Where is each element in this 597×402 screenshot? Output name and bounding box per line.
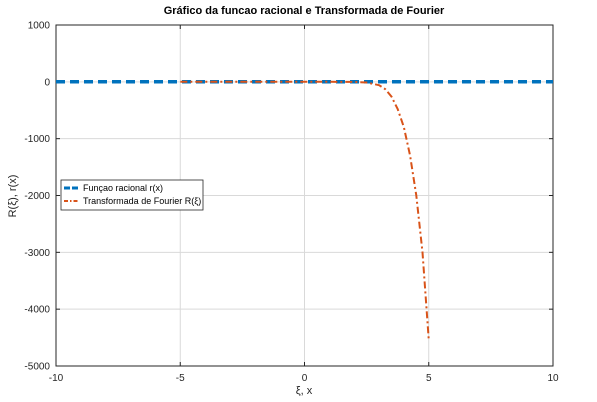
chart-title: Gráfico da funcao racional e Transformad… — [164, 5, 445, 17]
x-tick-label: -10 — [49, 373, 64, 384]
y-tick-label: 0 — [44, 77, 50, 88]
y-axis-label: R(ξ), r(x) — [7, 175, 19, 218]
x-tick-label: 10 — [547, 373, 559, 384]
series-line-1 — [180, 80, 430, 341]
legend-box — [60, 179, 204, 211]
legend-label-transformada-fourier: Transformada de Fourier R(ξ) — [83, 196, 201, 206]
y-tick-label: -4000 — [24, 305, 50, 316]
x-tick-label: 5 — [426, 373, 432, 384]
x-tick-label: -5 — [176, 373, 185, 384]
y-tick-label: 1000 — [28, 21, 51, 32]
y-tick-label: -2000 — [24, 191, 50, 202]
axis-ticks: -10 -5 0 5 10 1000 0 -1000 -2000 -3000 -4000 -5000 — [24, 21, 559, 385]
series-lines — [56, 80, 553, 341]
x-tick-label: 0 — [302, 373, 308, 384]
y-tick-label: -3000 — [24, 248, 50, 259]
y-tick-label: -5000 — [24, 362, 50, 373]
legend: Funçao racional r(x) Transformada de Fou… — [60, 179, 204, 211]
y-tick-label: -1000 — [24, 134, 50, 145]
legend-label-funcao-racional: Funçao racional r(x) — [83, 183, 163, 193]
x-axis-label: ξ, x — [296, 385, 313, 397]
